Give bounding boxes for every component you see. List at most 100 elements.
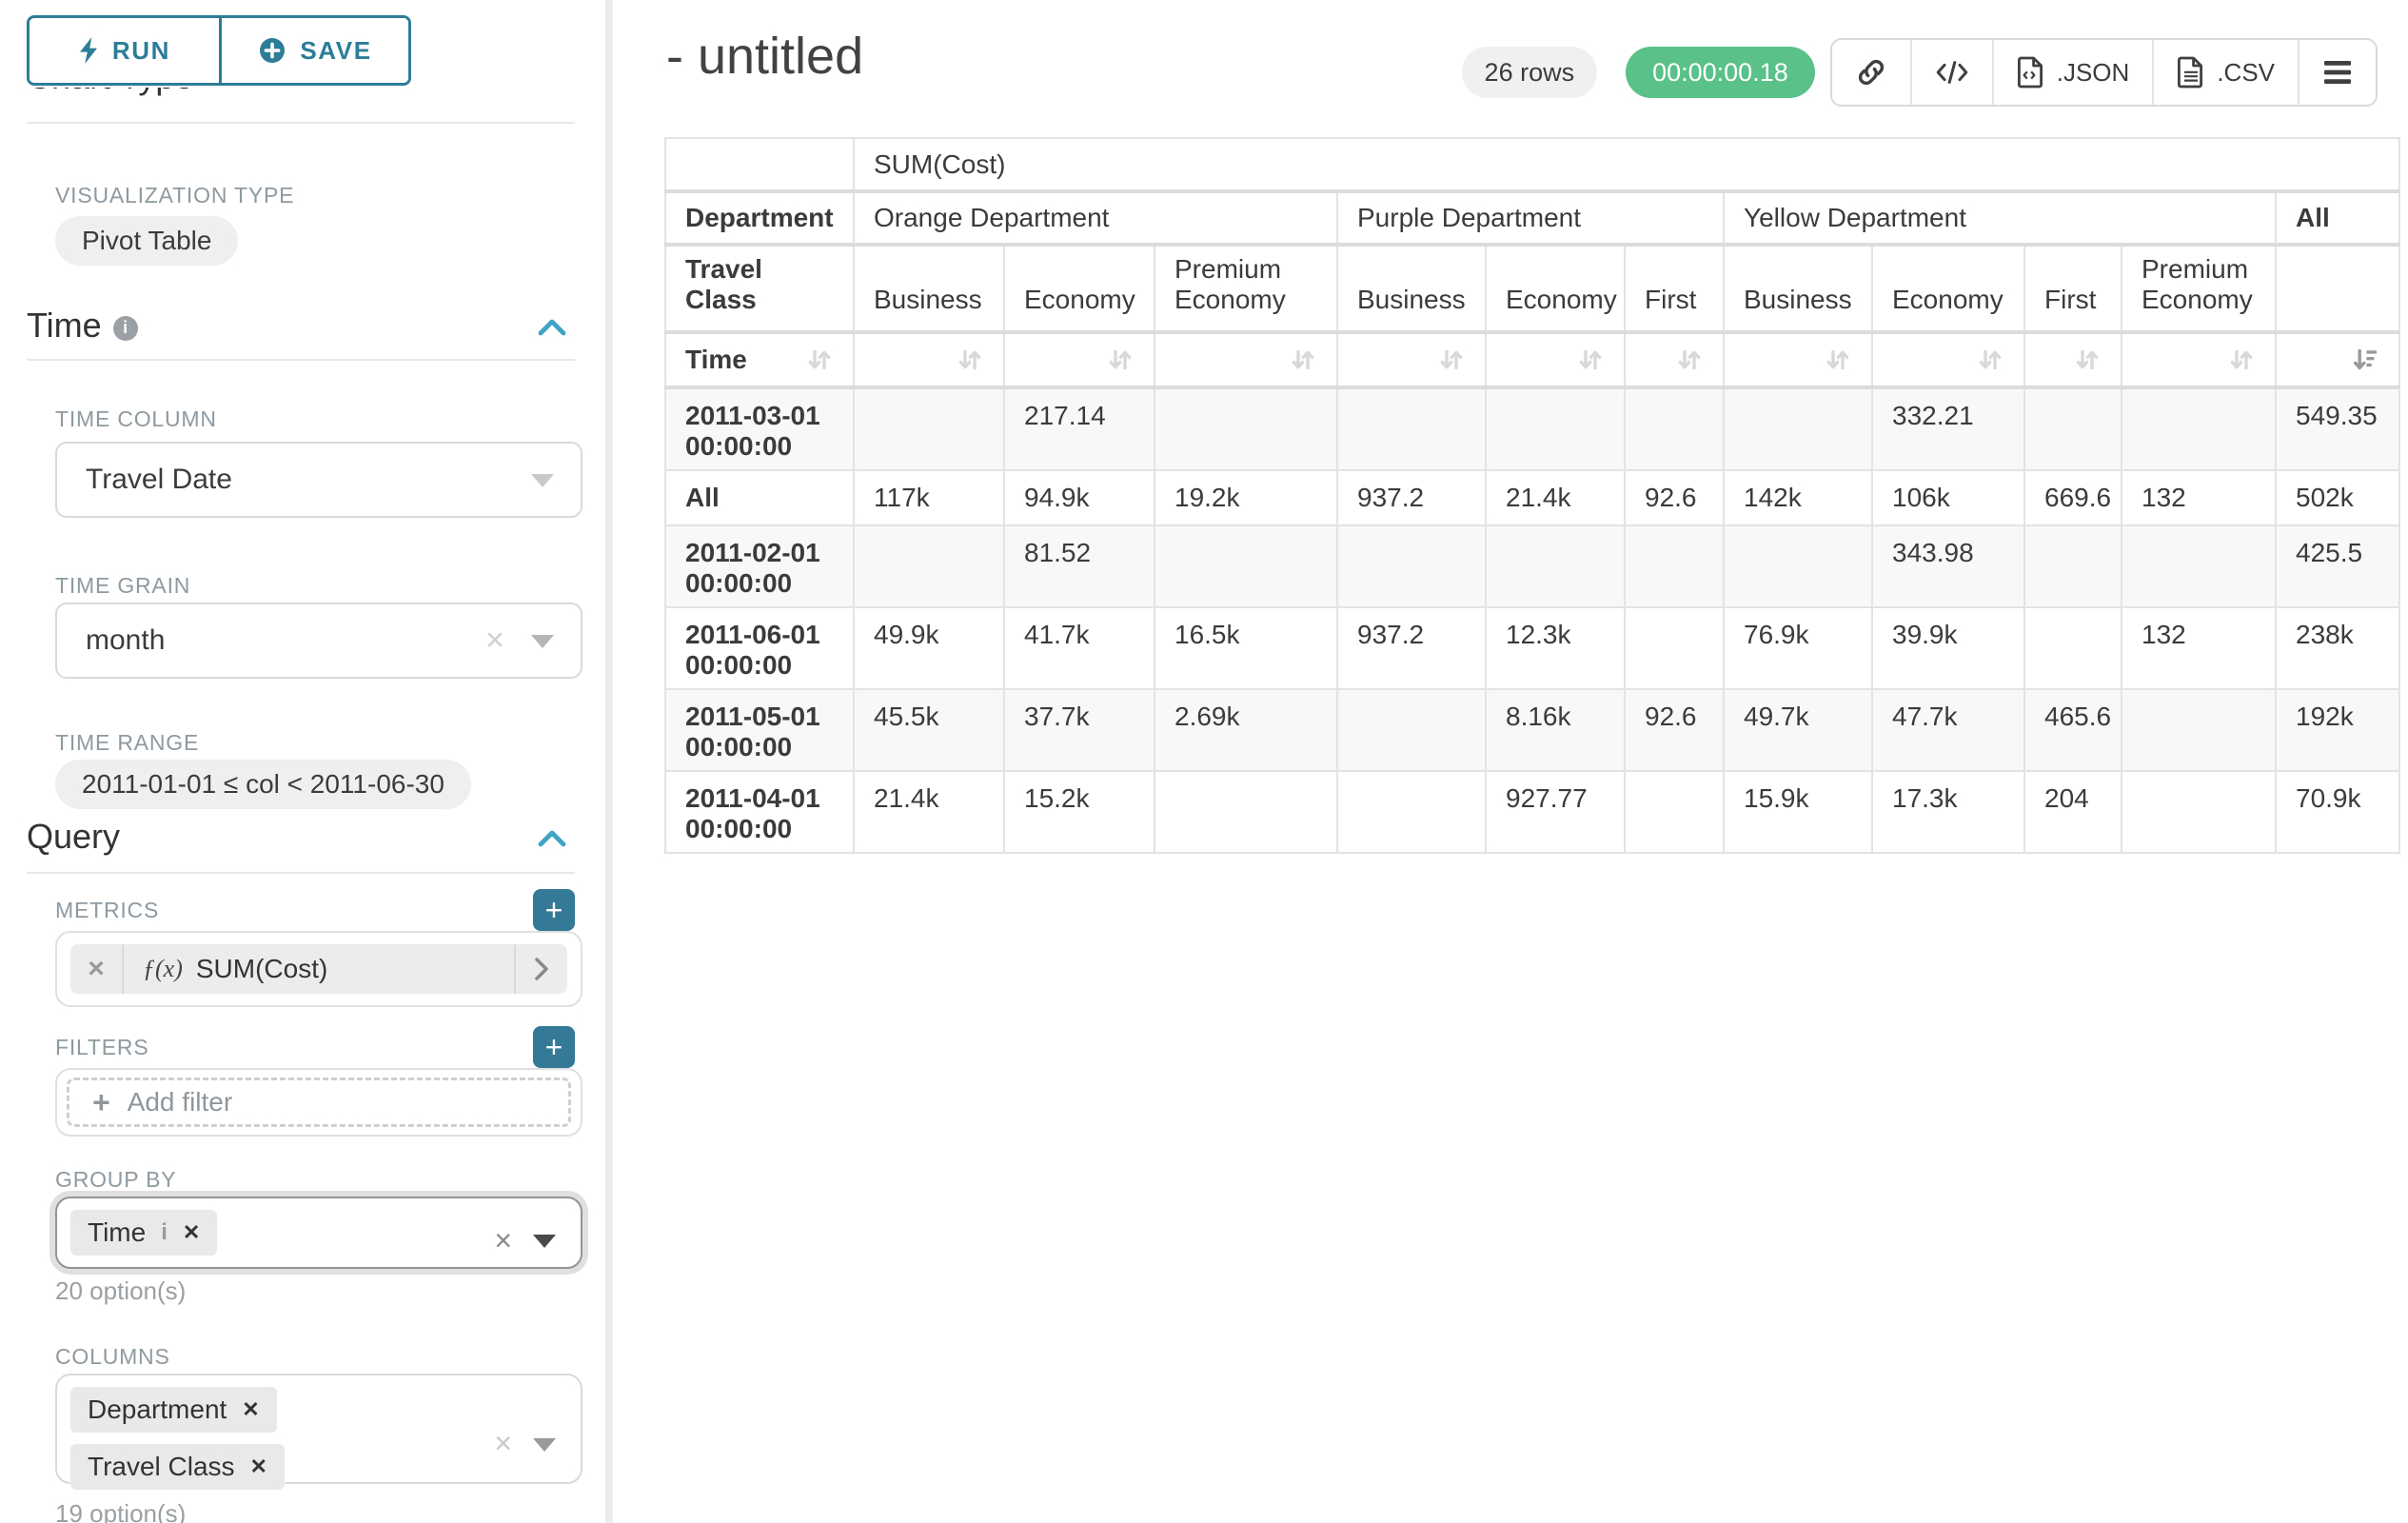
file-code-icon [2017,56,2043,89]
remove-tag-icon[interactable]: ✕ [182,1220,201,1244]
add-filter-button[interactable]: + [533,1026,575,1068]
metrics-header-row: METRICS + [55,889,575,931]
pivot-cell: 19.2k [1154,469,1338,526]
pivot-col-header: First [1624,244,1725,334]
pivot-sort-cell[interactable] [1154,331,1338,389]
panel-resize-divider[interactable] [605,0,613,1523]
pivot-cell: 76.9k [1723,606,1873,690]
pivot-subdim-label: Travel Class [664,244,855,334]
pivot-cell: 204 [2023,770,2122,854]
columns-select[interactable]: Department ✕ Travel Class ✕ × [55,1374,582,1490]
columns-tag[interactable]: Travel Class ✕ [70,1444,285,1490]
chevron-up-icon[interactable] [537,314,567,337]
pivot-cell: 15.2k [1003,770,1155,854]
chevron-up-icon[interactable] [537,825,567,848]
columns-option-count: 19 option(s) [55,1499,187,1523]
pivot-cell: 669.6 [2023,469,2122,526]
pivot-sort-cell[interactable] [1723,331,1873,389]
time-column-value: Travel Date [86,464,232,495]
pivot-cell: 15.9k [1723,770,1873,854]
link-icon [1858,59,1884,86]
pivot-cell [1154,386,1338,471]
pivot-sort-cell[interactable] [1624,331,1725,389]
sort-icon [958,349,981,370]
columns-label: COLUMNS [55,1344,170,1369]
time-column-select[interactable]: Travel Date [55,442,582,518]
pivot-sort-cell[interactable] [2023,331,2122,389]
pivot-cell: 92.6 [1624,469,1725,526]
add-metric-button[interactable]: + [533,889,575,931]
remove-metric-icon[interactable]: × [70,944,124,994]
clear-icon[interactable]: × [485,622,504,659]
query-timer-badge: 00:00:00.18 [1626,47,1815,98]
pivot-cell: 132 [2121,469,2277,526]
add-filter-dropzone[interactable]: + Add filter [67,1078,571,1127]
time-grain-select[interactable]: month × [55,603,582,679]
pivot-cell [1154,770,1338,854]
expand-metric-button[interactable] [514,944,567,994]
pivot-sort-cell[interactable] [1485,331,1626,389]
pivot-cell: 41.7k [1003,606,1155,690]
pivot-sort-cell[interactable] [2121,331,2277,389]
chevron-down-icon [531,635,554,648]
visualization-type-pill[interactable]: Pivot Table [55,216,239,266]
pivot-sort-cell[interactable] [853,331,1005,389]
pivot-cell [2023,524,2122,608]
clear-icon[interactable]: × [494,1426,512,1460]
visualization-type-label: VISUALIZATION TYPE [55,183,295,208]
pivot-cell [1624,770,1725,854]
pivot-cell [2023,606,2122,690]
pivot-sort-cell[interactable] [2274,331,2401,389]
export-csv-button[interactable]: .CSV [2152,40,2298,105]
query-heading: Query [27,817,121,856]
time-range-pill[interactable]: 2011-01-01 ≤ col < 2011-06-30 [55,760,471,809]
remove-tag-icon[interactable]: ✕ [249,1454,267,1478]
pivot-cell: 37.7k [1003,688,1155,772]
group-by-tag[interactable]: Time i ✕ [70,1210,218,1256]
export-csv-label: .CSV [2217,57,2275,87]
sort-icon [1678,349,1701,370]
chevron-down-icon [531,474,554,487]
pivot-row-dim-sort-cell[interactable]: Time [664,331,855,389]
tag-label: Department [88,1394,227,1424]
sidebar-sticky-topbar: RUN SAVE [0,0,605,88]
pivot-group-header: Orange Department [853,190,1338,247]
control-panel-sidebar: Chart Type RUN SAVE VISUALIZATION TYPE P… [0,0,613,1523]
metrics-label: METRICS [55,897,160,922]
pivot-sort-cell[interactable] [1336,331,1487,389]
menu-button[interactable] [2298,40,2376,105]
pivot-sort-cell[interactable] [1003,331,1155,389]
fx-icon: ƒ(x) [143,955,183,982]
sort-icon [2076,349,2099,370]
pivot-row-label: 2011-06-01 00:00:00 [664,606,855,690]
pivot-col-dim-label: Department [664,190,855,247]
clear-icon[interactable]: × [494,1223,512,1257]
metric-pill[interactable]: × ƒ(x) SUM(Cost) [70,944,567,994]
share-link-button[interactable] [1831,40,1910,105]
plus-icon: + [92,1084,110,1119]
pivot-col-header: Premium Economy [2121,244,2277,334]
remove-tag-icon[interactable]: ✕ [242,1397,260,1421]
columns-tag[interactable]: Department ✕ [70,1387,277,1433]
pivot-cell [2121,386,2277,471]
save-button[interactable]: SAVE [219,18,408,83]
pivot-cell [1485,524,1626,608]
pivot-cell: 92.6 [1624,688,1725,772]
pivot-cell: 39.9k [1871,606,2025,690]
group-by-select[interactable]: Time i ✕ × [55,1197,582,1269]
pivot-cell: 17.3k [1871,770,2025,854]
lightning-icon [79,37,97,64]
view-query-button[interactable] [1909,40,1992,105]
export-json-button[interactable]: .JSON [1991,40,2153,105]
pivot-cell [1624,524,1725,608]
group-by-option-count: 20 option(s) [55,1276,187,1305]
pivot-cell [1336,524,1487,608]
add-filter-label: Add filter [127,1087,233,1117]
pivot-row: All 117k 94.9k 19.2k 937.2 21.4k 92.6 142k 106k 6… [664,469,2401,526]
pivot-row-label: 2011-04-01 00:00:00 [664,770,855,854]
time-grain-label: TIME GRAIN [55,573,191,598]
pivot-sort-cell[interactable] [1871,331,2025,389]
run-button[interactable]: RUN [30,18,219,83]
pivot-cell [2121,688,2277,772]
